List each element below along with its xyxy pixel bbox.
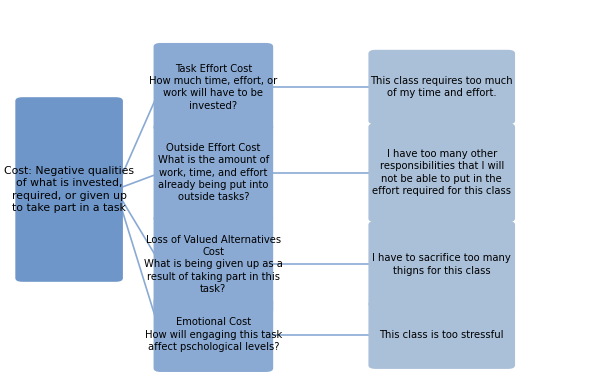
Text: I have too many other
responsibilities that I will
not be able to put in the
eff: I have too many other responsibilities t… (372, 149, 511, 196)
FancyBboxPatch shape (153, 123, 273, 222)
Text: Cost: Negative qualities
of what is invested,
required, or given up
to take part: Cost: Negative qualities of what is inve… (4, 166, 134, 213)
FancyBboxPatch shape (153, 298, 273, 372)
Text: Task Effort Cost
How much time, effort, or
work will have to be
invested?: Task Effort Cost How much time, effort, … (149, 64, 278, 111)
FancyBboxPatch shape (368, 50, 515, 124)
FancyBboxPatch shape (16, 97, 123, 282)
FancyBboxPatch shape (368, 301, 515, 369)
Text: Loss of Valued Alternatives
Cost
What is being given up as a
result of taking pa: Loss of Valued Alternatives Cost What is… (144, 235, 283, 294)
FancyBboxPatch shape (368, 123, 515, 222)
Text: This class requires too much
of my time and effort.: This class requires too much of my time … (370, 76, 513, 98)
Text: I have to sacrifice too many
thigns for this class: I have to sacrifice too many thigns for … (373, 253, 511, 276)
FancyBboxPatch shape (368, 221, 515, 308)
FancyBboxPatch shape (153, 43, 273, 131)
FancyBboxPatch shape (153, 215, 273, 314)
Text: This class is too stressful: This class is too stressful (379, 330, 504, 340)
Text: Emotional Cost
How will engaging this task
affect pschological levels?: Emotional Cost How will engaging this ta… (145, 317, 282, 352)
Text: Outside Effort Cost
What is the amount of
work, time, and effort
already being p: Outside Effort Cost What is the amount o… (157, 143, 269, 202)
